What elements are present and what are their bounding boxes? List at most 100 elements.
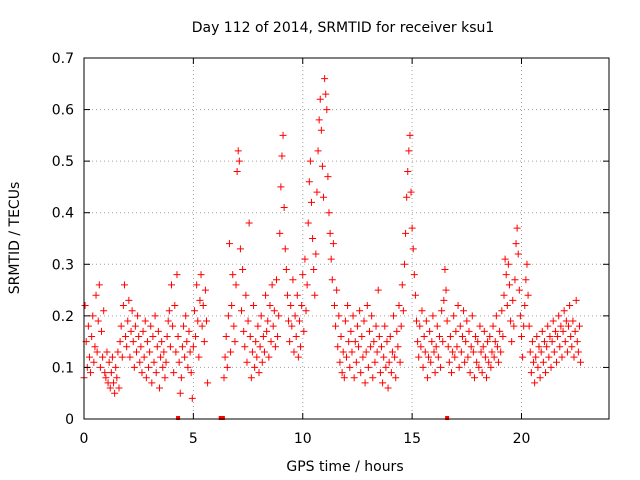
data-point xyxy=(404,167,412,175)
data-point xyxy=(117,322,125,330)
data-point xyxy=(456,322,464,330)
data-point xyxy=(443,317,451,325)
data-point xyxy=(239,265,247,273)
data-point xyxy=(442,286,450,294)
data-point xyxy=(273,276,280,284)
data-point xyxy=(374,286,382,294)
data-point xyxy=(288,322,296,330)
x-tick-labels: 0 5 10 15 20 xyxy=(80,431,531,447)
data-point xyxy=(449,348,457,356)
grid-lines xyxy=(84,58,609,419)
data-point xyxy=(221,353,229,361)
data-point xyxy=(430,348,438,356)
data-point xyxy=(128,307,136,315)
data-point xyxy=(269,322,277,330)
data-point xyxy=(170,369,178,377)
data-point xyxy=(380,353,388,361)
data-point xyxy=(340,374,348,382)
data-point xyxy=(425,353,433,361)
data-point xyxy=(248,348,256,356)
data-point xyxy=(186,348,194,356)
data-point xyxy=(553,358,560,366)
data-point xyxy=(560,307,568,315)
data-point xyxy=(499,332,507,340)
data-point xyxy=(462,338,470,346)
data-point xyxy=(573,338,581,346)
data-point xyxy=(115,384,123,392)
data-point xyxy=(166,343,174,351)
data-point xyxy=(306,157,314,165)
data-point xyxy=(518,332,525,340)
data-point xyxy=(495,358,503,366)
data-point xyxy=(360,317,368,325)
data-point xyxy=(142,374,150,382)
data-point xyxy=(500,291,508,299)
data-point xyxy=(152,369,160,377)
data-point xyxy=(481,353,489,361)
data-point xyxy=(399,307,407,315)
data-point xyxy=(308,198,315,206)
data-point xyxy=(448,369,455,377)
data-point xyxy=(420,332,428,340)
data-point xyxy=(187,369,195,377)
data-point xyxy=(231,338,239,346)
data-point xyxy=(162,358,170,366)
data-point xyxy=(317,126,325,134)
data-point xyxy=(112,363,120,371)
data-point xyxy=(188,394,196,402)
data-point xyxy=(102,374,110,382)
data-point xyxy=(465,327,473,335)
data-point xyxy=(557,322,565,330)
data-point xyxy=(335,312,343,320)
data-point xyxy=(324,173,332,181)
data-point xyxy=(525,322,533,330)
data-point xyxy=(463,317,471,325)
data-point xyxy=(253,353,261,361)
data-point xyxy=(292,332,300,340)
data-point xyxy=(153,343,161,351)
data-point xyxy=(178,343,186,351)
data-point xyxy=(286,338,294,346)
data-point xyxy=(419,363,427,371)
data-point xyxy=(493,343,501,351)
data-point xyxy=(229,271,237,279)
data-point xyxy=(194,317,202,325)
plot-frame xyxy=(83,57,610,420)
data-point xyxy=(388,348,396,356)
data-point xyxy=(454,302,462,310)
data-point xyxy=(394,343,402,351)
data-point xyxy=(370,338,378,346)
data-point xyxy=(563,348,571,356)
data-point xyxy=(567,332,575,340)
data-point xyxy=(545,353,553,361)
data-point xyxy=(195,353,203,361)
data-point xyxy=(92,291,100,299)
data-point xyxy=(182,312,190,320)
data-point xyxy=(497,348,505,356)
x-axis-label: GPS time / hours xyxy=(286,459,403,475)
data-point xyxy=(330,302,338,310)
data-point xyxy=(247,374,255,382)
data-point xyxy=(446,332,454,340)
data-point xyxy=(297,343,305,351)
y-tick-label: 0.4 xyxy=(52,206,74,222)
data-point xyxy=(155,384,163,392)
axis-ticks xyxy=(83,57,609,420)
data-point xyxy=(355,343,363,351)
data-point xyxy=(203,317,210,325)
y-tick-label: 0.3 xyxy=(52,257,74,273)
x-tick-label: 5 xyxy=(189,431,198,447)
data-point xyxy=(279,131,287,139)
data-point xyxy=(551,327,559,335)
data-point xyxy=(93,348,101,356)
data-point xyxy=(415,353,423,361)
data-point xyxy=(359,353,367,361)
data-point xyxy=(423,374,431,382)
data-point xyxy=(158,338,166,346)
data-point xyxy=(381,322,389,330)
data-point xyxy=(148,379,156,387)
data-point xyxy=(87,369,95,377)
data-point xyxy=(243,358,251,366)
chart-title: Day 112 of 2014, SRMTID for receiver ksu… xyxy=(192,20,495,36)
data-point xyxy=(145,363,153,371)
